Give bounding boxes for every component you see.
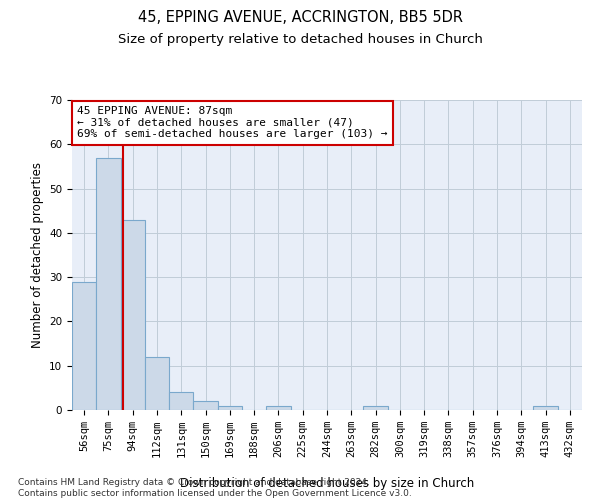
Text: Size of property relative to detached houses in Church: Size of property relative to detached ho… bbox=[118, 32, 482, 46]
Bar bbox=[218, 406, 242, 410]
Bar bbox=[96, 158, 121, 410]
Bar bbox=[169, 392, 193, 410]
Bar bbox=[121, 220, 145, 410]
Bar bbox=[364, 406, 388, 410]
Text: Distribution of detached houses by size in Church: Distribution of detached houses by size … bbox=[180, 477, 474, 490]
Bar bbox=[266, 406, 290, 410]
Text: 45, EPPING AVENUE, ACCRINGTON, BB5 5DR: 45, EPPING AVENUE, ACCRINGTON, BB5 5DR bbox=[137, 10, 463, 25]
Text: Contains HM Land Registry data © Crown copyright and database right 2024.
Contai: Contains HM Land Registry data © Crown c… bbox=[18, 478, 412, 498]
Bar bbox=[72, 282, 96, 410]
Bar bbox=[145, 357, 169, 410]
Text: 45 EPPING AVENUE: 87sqm
← 31% of detached houses are smaller (47)
69% of semi-de: 45 EPPING AVENUE: 87sqm ← 31% of detache… bbox=[77, 106, 388, 140]
Bar bbox=[193, 401, 218, 410]
Y-axis label: Number of detached properties: Number of detached properties bbox=[31, 162, 44, 348]
Bar bbox=[533, 406, 558, 410]
